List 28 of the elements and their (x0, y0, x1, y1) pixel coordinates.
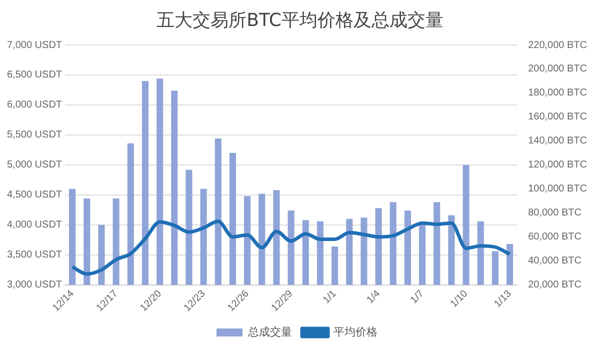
y2-tick-label: 60,000 BTC (528, 232, 582, 243)
y-tick-label: 3,000 USDT (6, 280, 62, 291)
x-tick-label: 1/1 (321, 288, 340, 306)
y-tick-label: 6,000 USDT (6, 100, 62, 111)
x-tick-label: 1/4 (364, 288, 383, 306)
y2-tick-label: 80,000 BTC (528, 208, 582, 219)
legend-label: 总成交量 (247, 326, 292, 339)
y2-tick-label: 100,000 BTC (528, 184, 588, 195)
y2-tick-label: 180,000 BTC (528, 88, 588, 99)
y2-tick-label: 200,000 BTC (528, 64, 588, 75)
y-tick-label: 6,500 USDT (6, 70, 62, 81)
y-tick-label: 4,000 USDT (6, 220, 62, 231)
y-tick-label: 3,500 USDT (6, 250, 62, 261)
y-tick-label: 5,500 USDT (6, 130, 62, 141)
y2-tick-label: 20,000 BTC (528, 280, 582, 291)
line-series (70, 220, 512, 276)
y2-tick-label: 120,000 BTC (528, 160, 588, 171)
x-tick-label: 1/13 (492, 288, 514, 310)
y-tick-label: 5,000 USDT (6, 160, 62, 171)
y2-tick-label: 140,000 BTC (528, 136, 588, 147)
x-tick-label: 1/7 (408, 288, 427, 306)
y2-tick-label: 40,000 BTC (528, 256, 582, 267)
y-tick-label: 7,000 USDT (6, 40, 62, 51)
chart-title: 五大交易所BTC平均价格及总成交量 (156, 9, 444, 32)
y2-tick-label: 220,000 BTC (528, 40, 588, 51)
y-tick-label: 4,500 USDT (6, 190, 62, 201)
legend-label: 平均价格 (334, 326, 378, 339)
y2-tick-label: 160,000 BTC (528, 112, 588, 123)
